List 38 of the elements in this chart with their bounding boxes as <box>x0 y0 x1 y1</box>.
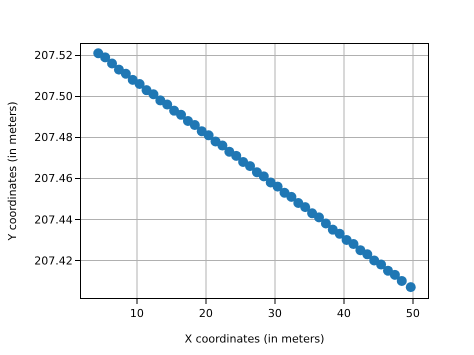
point <box>406 282 416 292</box>
x-tick-label: 50 <box>406 307 420 320</box>
x-tick-label: 30 <box>268 307 282 320</box>
x-tick-label: 20 <box>198 307 213 320</box>
point <box>176 110 186 120</box>
point <box>134 79 145 90</box>
point <box>107 58 118 68</box>
point <box>396 276 407 286</box>
x-tick-label: 10 <box>130 307 144 320</box>
point <box>217 140 228 151</box>
point <box>272 182 283 192</box>
point <box>190 120 200 130</box>
point <box>204 130 214 140</box>
point <box>148 89 158 100</box>
point <box>314 212 324 222</box>
y-tick-label: 207.46 <box>34 172 73 186</box>
point <box>376 260 386 270</box>
y-tick-label: 207.52 <box>34 49 73 62</box>
y-tick-label: 207.48 <box>34 131 73 144</box>
point <box>286 192 296 202</box>
point <box>100 52 110 62</box>
y-tick-label: 207.44 <box>34 213 73 226</box>
y-tick-label: 207.42 <box>34 254 73 268</box>
point <box>348 239 358 250</box>
y-tick-label: 207.50 <box>34 90 73 104</box>
x-axis-title: X coordinates (in meters) <box>184 332 324 346</box>
y-axis-title: Y coordinates (in meters) <box>6 101 19 242</box>
point <box>231 150 242 161</box>
point <box>362 249 372 260</box>
point <box>334 228 345 239</box>
x-tick-label: 40 <box>336 307 351 320</box>
point <box>300 202 310 212</box>
point <box>162 100 172 110</box>
point <box>258 171 269 182</box>
point <box>320 218 331 229</box>
point <box>390 270 400 280</box>
point <box>120 68 131 79</box>
point <box>245 161 256 172</box>
